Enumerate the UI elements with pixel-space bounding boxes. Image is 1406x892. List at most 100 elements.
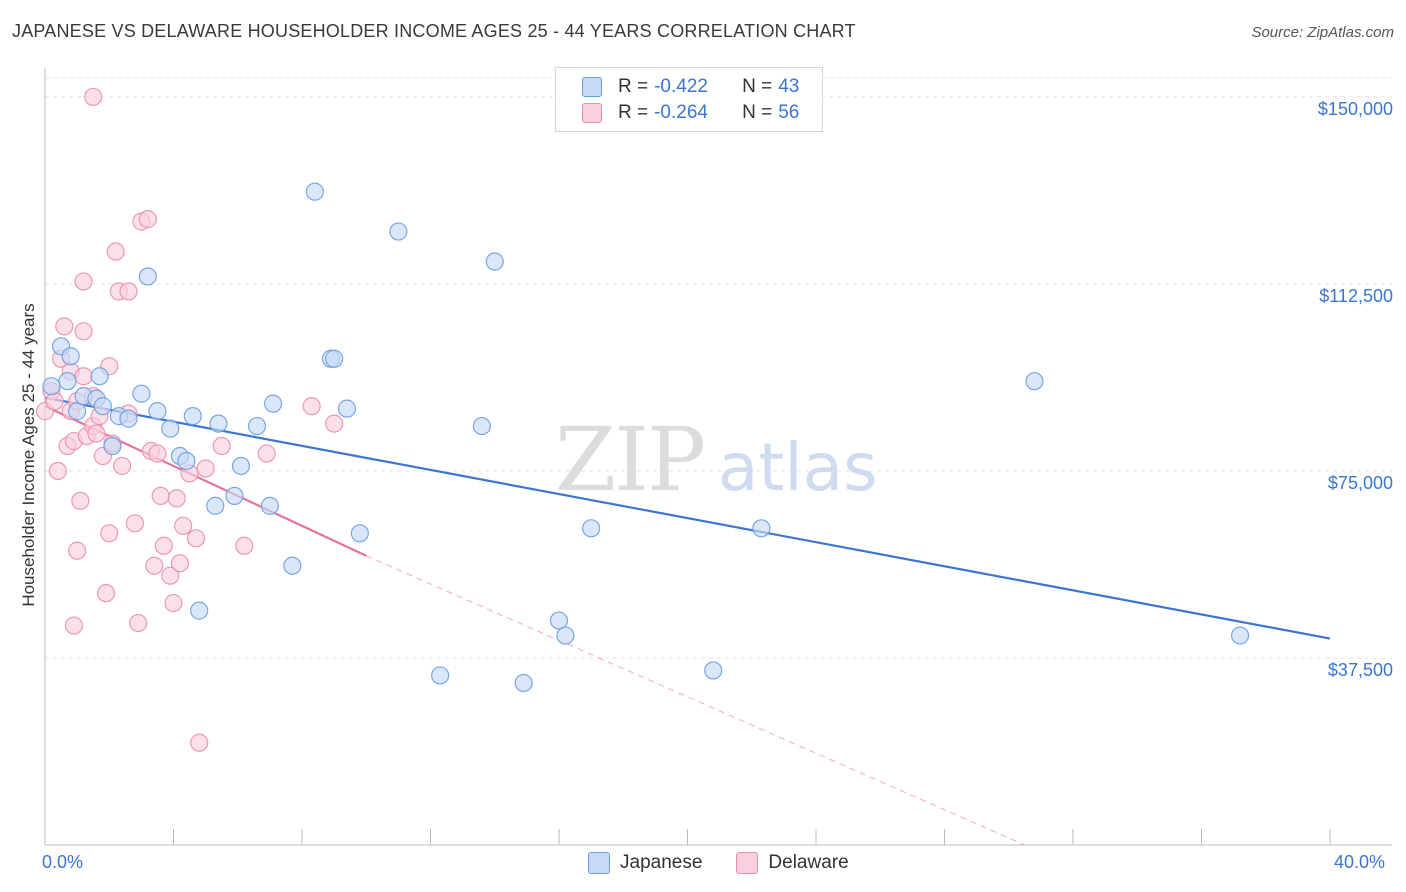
- japanese-point: [431, 666, 450, 685]
- delaware-point: [119, 282, 138, 301]
- japanese-point: [283, 556, 302, 575]
- legend-item-japanese: Japanese: [588, 852, 702, 874]
- correlation-legend: R = -0.422 N = 43 R = -0.264 N = 56: [555, 67, 823, 132]
- delaware-point: [68, 541, 87, 560]
- japanese-point: [260, 496, 279, 515]
- japanese-swatch: [582, 77, 602, 97]
- axes: [44, 68, 1392, 846]
- legend-item-delaware: Delaware: [736, 852, 849, 874]
- japanese-point: [549, 611, 569, 630]
- japanese-point: [514, 673, 533, 693]
- japanese-point: [325, 349, 344, 368]
- n-label: N =: [742, 102, 773, 123]
- delaware-point: [96, 584, 116, 603]
- delaware-point: [151, 486, 170, 506]
- y-tick-label: $75,000: [1328, 473, 1393, 493]
- n-value: 43: [778, 76, 800, 97]
- delaware-trend-extrapolation: [366, 555, 1026, 846]
- source-label: Source: ZipAtlas.com: [1251, 24, 1394, 41]
- delaware-point: [174, 516, 193, 535]
- r-label: R =: [618, 76, 649, 97]
- japanese-point: [752, 519, 771, 538]
- japanese-point: [138, 267, 157, 286]
- delaware-point: [257, 444, 276, 463]
- japanese-trend-line: [44, 396, 1331, 640]
- delaware-point: [74, 322, 93, 341]
- japanese-point: [350, 524, 369, 543]
- delaware-point: [100, 524, 119, 543]
- chart-title: JAPANESE VS DELAWARE HOUSEHOLDER INCOME …: [12, 21, 856, 41]
- japanese-point: [68, 402, 87, 421]
- delaware-point: [138, 210, 157, 229]
- x-tick-min: 0.0%: [42, 852, 84, 872]
- japanese-point: [247, 416, 267, 436]
- y-tick-label: $112,500: [1319, 286, 1393, 306]
- japanese-point: [42, 377, 61, 396]
- watermark: ZIP atlas: [555, 408, 878, 511]
- japanese-point: [389, 222, 408, 241]
- delaware-point: [106, 242, 125, 261]
- delaware-point: [145, 556, 164, 575]
- delaware-point: [74, 272, 93, 291]
- japanese-point: [58, 372, 77, 391]
- japanese-point: [190, 601, 209, 620]
- delaware-point: [325, 414, 344, 433]
- n-label: N =: [742, 76, 773, 97]
- n-value: 56: [778, 102, 800, 123]
- delaware-point: [64, 616, 84, 635]
- delaware-point: [196, 459, 215, 478]
- delaware-point: [186, 529, 206, 548]
- delaware-swatch: [736, 852, 759, 874]
- delaware-point: [154, 536, 173, 555]
- japanese-point: [209, 414, 228, 433]
- delaware-point: [167, 489, 186, 508]
- y-axis-label: Householder Income Ages 25 - 44 years: [19, 303, 38, 606]
- japanese-point: [263, 394, 283, 413]
- r-value: -0.422: [654, 76, 708, 97]
- delaware-point: [129, 613, 148, 633]
- delaware-point: [161, 566, 180, 585]
- japanese-point: [90, 367, 109, 386]
- japanese-point: [472, 416, 491, 436]
- delaware-point: [148, 444, 167, 463]
- y-tick-labels: $37,500 $75,000 $112,500 $150,000: [1318, 99, 1393, 680]
- y-tick-label: $150,000: [1318, 99, 1393, 119]
- japanese-point: [93, 397, 112, 416]
- japanese-point: [582, 519, 601, 538]
- delaware-point: [190, 733, 209, 752]
- japanese-swatch: [588, 852, 610, 874]
- japanese-point: [206, 496, 225, 515]
- japanese-point: [1230, 626, 1250, 645]
- legend-row-delaware: R = -0.264 N = 56: [582, 101, 799, 125]
- japanese-point: [556, 626, 575, 645]
- r-label: R =: [618, 102, 649, 123]
- delaware-point: [164, 594, 183, 613]
- delaware-point: [302, 397, 321, 416]
- r-value: -0.264: [654, 102, 708, 123]
- x-tick-max: 40.0%: [1334, 852, 1386, 872]
- japanese-point: [704, 661, 723, 680]
- y-tick-label: $37,500: [1328, 660, 1393, 680]
- delaware-point: [48, 461, 67, 481]
- japanese-point: [225, 486, 244, 506]
- japanese-point: [161, 419, 180, 438]
- delaware-point: [112, 456, 132, 476]
- delaware-point: [170, 554, 190, 573]
- legend-label-japanese: Japanese: [620, 852, 703, 873]
- delaware-point: [235, 536, 254, 555]
- japanese-point: [183, 407, 202, 426]
- delaware-point: [45, 392, 64, 411]
- japanese-point: [485, 252, 504, 271]
- japanese-point: [132, 384, 151, 403]
- japanese-point: [337, 399, 357, 418]
- delaware-point: [212, 436, 231, 456]
- japanese-point: [305, 182, 324, 201]
- japanese-point: [177, 451, 196, 471]
- japanese-point: [103, 436, 122, 456]
- delaware-point: [71, 491, 90, 510]
- series-legend: Japanese Delaware: [588, 852, 883, 874]
- japanese-point: [1025, 372, 1044, 391]
- japanese-point: [148, 402, 167, 421]
- legend-label-delaware: Delaware: [768, 852, 849, 873]
